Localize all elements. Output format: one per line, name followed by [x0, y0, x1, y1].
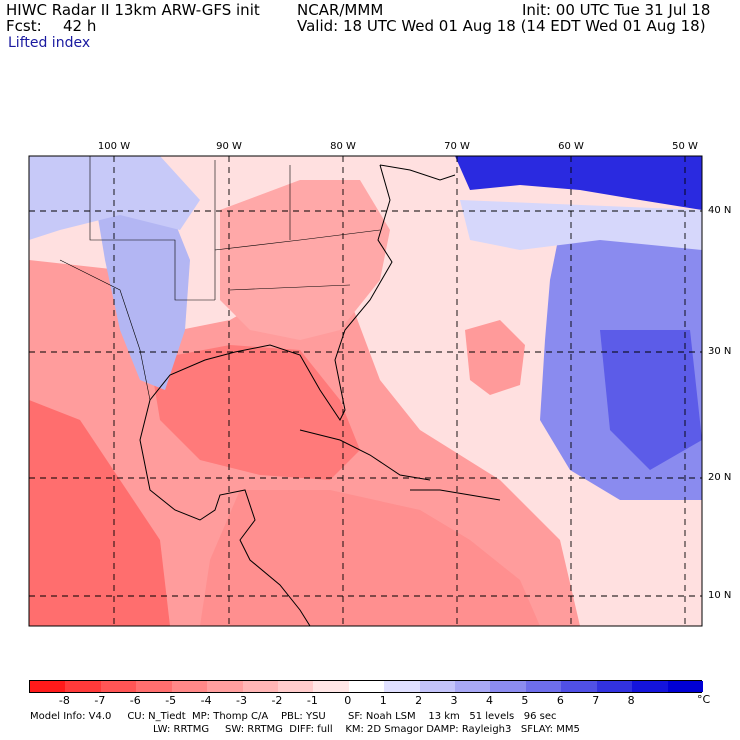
unstable-atlantic-blob	[465, 320, 525, 395]
lat-label-10n: 10 N	[708, 590, 732, 601]
lon-label-60w: 60 W	[558, 141, 584, 152]
lat-label-40n: 40 N	[708, 205, 732, 216]
colorbar-cell	[65, 681, 102, 692]
colorbar-tick-label: -3	[236, 694, 247, 707]
lon-label-50w: 50 W	[672, 141, 698, 152]
init-time: Init: 00 UTC Tue 31 Jul 18	[522, 1, 711, 19]
colorbar-tick-label: 5	[521, 694, 529, 707]
colorbar-tick-label: -6	[129, 694, 141, 707]
colorbar-cell	[419, 681, 456, 692]
lat-label-30n: 30 N	[708, 346, 732, 357]
lon-label-70w: 70 W	[444, 141, 470, 152]
colorbar-tick-label: 2	[415, 694, 423, 707]
product-title: HIWC Radar II 13km ARW-GFS init	[6, 1, 260, 19]
colorbar-cell	[171, 681, 208, 692]
lon-label-80w: 80 W	[330, 141, 356, 152]
forecast-label: Fcst:	[6, 17, 42, 35]
colorbar-cell	[632, 681, 669, 692]
colorbar-tick-label: -8	[58, 694, 70, 707]
colorbar-cell	[667, 681, 704, 692]
colorbar-tick-label: 4	[485, 694, 493, 707]
graticule	[29, 156, 702, 626]
stable-region-northeast-atlantic	[455, 156, 702, 210]
colorbar-cell	[490, 681, 527, 692]
colorbar-cell	[207, 681, 243, 692]
map-frame	[28, 155, 703, 627]
stable-region-plains	[95, 200, 190, 390]
colorbar-tick-label: -7	[94, 694, 106, 707]
colorbar-tick-label: -2	[271, 694, 283, 707]
colorbar-tick-label: 8	[627, 694, 635, 707]
colorbar-tick-label: -5	[165, 694, 177, 707]
very-unstable-gulf	[150, 345, 360, 480]
stable-region-north-atlantic-light	[460, 200, 702, 250]
lat-label-20n: 20 N	[708, 472, 732, 483]
colorbar	[29, 680, 704, 693]
colorbar-cell	[384, 681, 421, 692]
colorbar-cell	[455, 681, 491, 692]
colorbar-cell	[30, 681, 66, 692]
colorbar-tick-label: -1	[306, 694, 318, 707]
colorbar-tick-label: 1	[379, 694, 387, 707]
stable-region-northwest	[29, 156, 200, 240]
colorbar-cell	[100, 681, 137, 692]
colorbar-tick-label: 7	[592, 694, 600, 707]
colorbar-cell	[277, 681, 314, 692]
colorbar-unit: °C	[697, 693, 711, 706]
colorbar-tick-label: -4	[200, 694, 212, 707]
valid-time: Valid: 18 UTC Wed 01 Aug 18 (14 EDT Wed …	[297, 17, 706, 35]
colorbar-tick-label: 3	[450, 694, 458, 707]
unstable-east-pacific	[29, 400, 170, 626]
colorbar-cell	[313, 681, 350, 692]
organization-label: NCAR/MMM	[297, 1, 384, 19]
model-info-line-1: Model Info: V4.0 CU: N_Tiedt MP: Thomp C…	[30, 711, 557, 722]
colorbar-tick-label: 0	[344, 694, 352, 707]
stable-region-core	[600, 330, 702, 470]
colorbar-cell	[242, 681, 279, 692]
colorbar-cell	[561, 681, 598, 692]
colorbar-cell	[525, 681, 562, 692]
political-borders	[59, 156, 381, 401]
forecast-hour: 42 h	[63, 17, 97, 35]
colorbar-cell	[596, 681, 633, 692]
model-info-line-2: LW: RRTMG SW: RRTMG DIFF: full KM: 2D Sm…	[153, 724, 580, 735]
lon-label-90w: 90 W	[216, 141, 242, 152]
lon-label-100w: 100 W	[97, 141, 131, 152]
coastlines	[139, 164, 501, 626]
colorbar-tick-label: 6	[556, 694, 564, 707]
unstable-southeast-us	[220, 180, 390, 340]
colorbar-cell	[348, 681, 385, 692]
field-name: Lifted index	[8, 35, 91, 51]
colorbar-cell	[136, 681, 173, 692]
